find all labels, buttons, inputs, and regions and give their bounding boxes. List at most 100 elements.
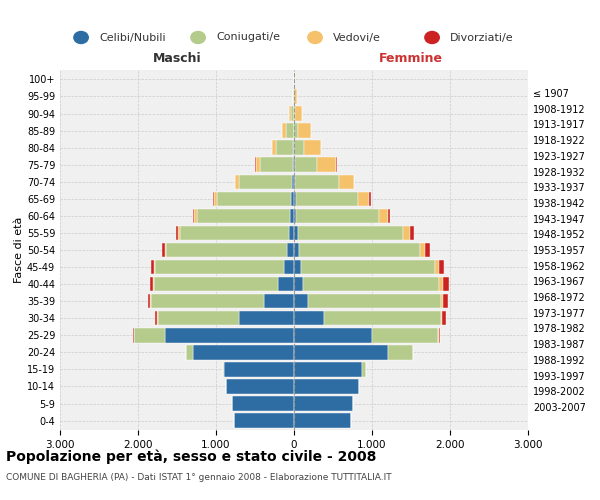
Bar: [165, 242, 166, 258]
Bar: [176, 226, 178, 240]
Bar: [294, 174, 295, 189]
Bar: [294, 242, 299, 258]
Bar: [163, 242, 165, 258]
Bar: [166, 242, 287, 258]
Y-axis label: Fasce di età: Fasce di età: [14, 217, 24, 283]
Bar: [354, 174, 355, 189]
Bar: [372, 328, 438, 342]
Bar: [358, 192, 369, 206]
Bar: [217, 192, 291, 206]
Bar: [232, 396, 294, 411]
Bar: [296, 208, 379, 223]
Bar: [154, 260, 155, 274]
Bar: [440, 294, 443, 308]
Bar: [294, 277, 302, 291]
Bar: [294, 260, 301, 274]
Bar: [293, 158, 294, 172]
Text: Divorziati/e: Divorziati/e: [450, 32, 514, 42]
Bar: [151, 260, 154, 274]
Bar: [193, 208, 194, 223]
Bar: [180, 226, 289, 240]
Bar: [289, 226, 294, 240]
Bar: [294, 226, 298, 240]
Bar: [388, 208, 390, 223]
Bar: [234, 414, 294, 428]
Bar: [301, 260, 435, 274]
Bar: [438, 328, 439, 342]
Bar: [134, 328, 166, 342]
Bar: [133, 328, 134, 342]
Text: Vedovi/e: Vedovi/e: [333, 32, 381, 42]
Bar: [294, 345, 388, 360]
Bar: [294, 158, 295, 172]
Bar: [154, 277, 278, 291]
Bar: [265, 294, 294, 308]
Bar: [323, 311, 440, 326]
Bar: [295, 89, 297, 104]
Bar: [338, 174, 354, 189]
Text: Popolazione per età, sesso e stato civile - 2008: Popolazione per età, sesso e stato civil…: [6, 450, 376, 464]
Bar: [304, 140, 321, 155]
Bar: [443, 294, 448, 308]
Bar: [187, 345, 193, 360]
Bar: [317, 158, 337, 172]
Bar: [286, 124, 293, 138]
Bar: [289, 106, 291, 121]
Bar: [294, 328, 372, 342]
Bar: [442, 311, 446, 326]
Bar: [294, 294, 308, 308]
Text: Celibi/Nubili: Celibi/Nubili: [99, 32, 166, 42]
Bar: [150, 277, 152, 291]
Bar: [291, 192, 294, 206]
Bar: [294, 192, 296, 206]
Bar: [294, 124, 298, 138]
Bar: [293, 140, 294, 155]
Bar: [292, 174, 294, 189]
Bar: [294, 106, 295, 121]
Bar: [388, 345, 413, 360]
Bar: [235, 174, 239, 189]
Bar: [302, 277, 439, 291]
Bar: [197, 208, 290, 223]
Bar: [194, 208, 197, 223]
Bar: [294, 414, 351, 428]
Bar: [152, 277, 154, 291]
Bar: [295, 158, 317, 172]
Bar: [294, 208, 296, 223]
Text: Femmine: Femmine: [379, 52, 443, 65]
Bar: [166, 328, 294, 342]
Bar: [294, 379, 359, 394]
Bar: [295, 106, 302, 121]
Bar: [278, 277, 294, 291]
Bar: [260, 158, 293, 172]
Bar: [295, 174, 338, 189]
Bar: [298, 124, 311, 138]
Bar: [193, 345, 294, 360]
Bar: [379, 208, 388, 223]
Bar: [239, 311, 294, 326]
Bar: [403, 226, 410, 240]
Bar: [291, 106, 294, 121]
Text: COMUNE DI BAGHERIA (PA) - Dati ISTAT 1° gennaio 2008 - Elaborazione TUTTITALIA.I: COMUNE DI BAGHERIA (PA) - Dati ISTAT 1° …: [6, 472, 392, 482]
Bar: [435, 260, 439, 274]
Bar: [214, 192, 217, 206]
Bar: [294, 72, 295, 86]
Bar: [239, 174, 292, 189]
Bar: [294, 311, 323, 326]
Bar: [287, 242, 294, 258]
Bar: [440, 311, 442, 326]
Bar: [213, 192, 214, 206]
Bar: [226, 379, 294, 394]
Text: Coniugati/e: Coniugati/e: [216, 32, 280, 42]
Bar: [178, 226, 180, 240]
Bar: [369, 192, 371, 206]
Bar: [294, 362, 362, 376]
Bar: [155, 260, 284, 274]
Bar: [290, 208, 294, 223]
Bar: [293, 89, 294, 104]
Bar: [224, 362, 294, 376]
Bar: [439, 328, 440, 342]
Bar: [157, 311, 239, 326]
Bar: [443, 277, 449, 291]
Bar: [151, 294, 265, 308]
